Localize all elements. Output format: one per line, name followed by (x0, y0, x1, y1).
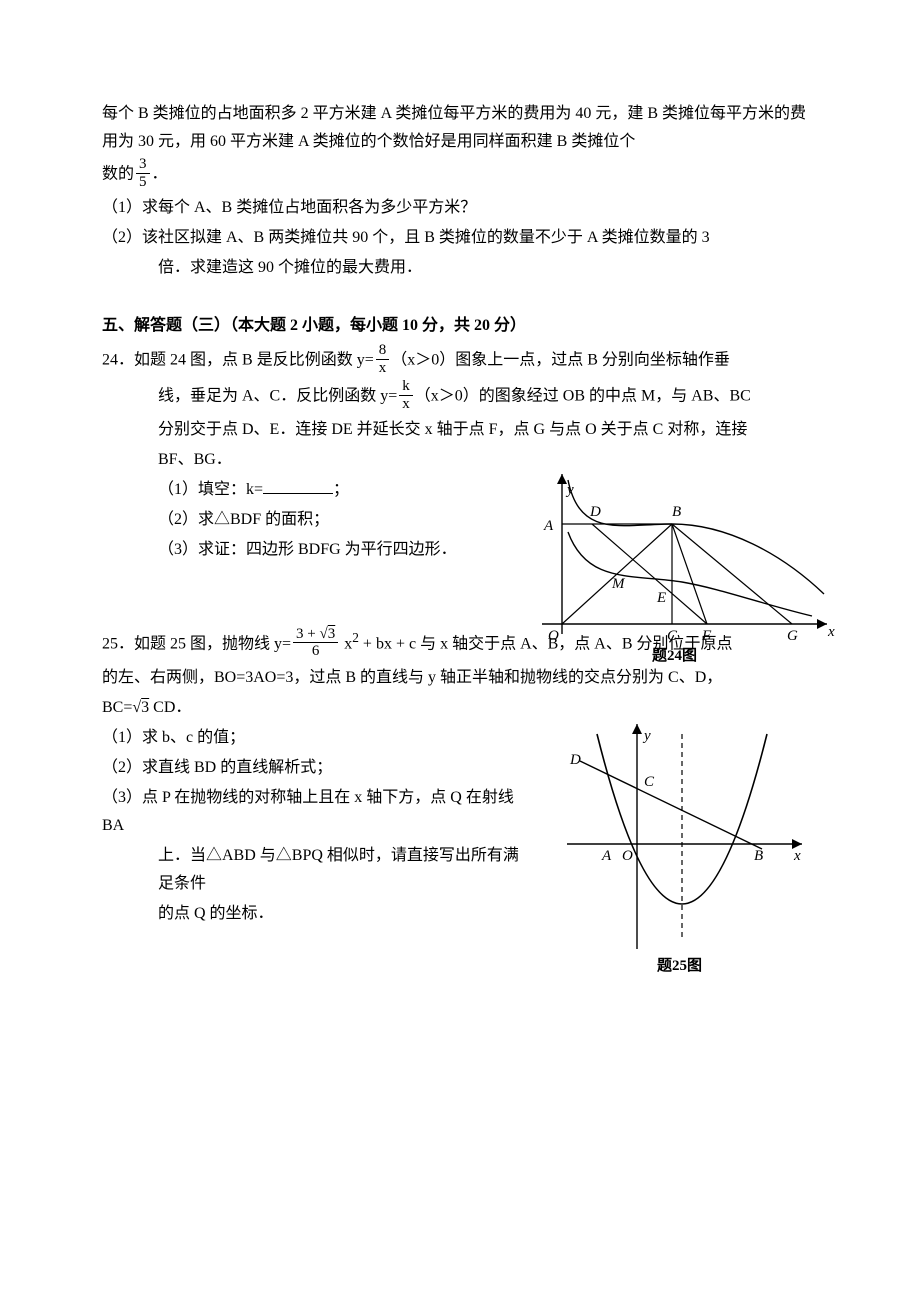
q25-l1a: 如题 25 图，抛物线 y= (134, 635, 291, 652)
q25-sub1: （1）求 b、c 的值； (102, 724, 522, 752)
q25-B: B (754, 848, 763, 864)
q25-C: C (644, 774, 655, 790)
q23-frac: 35 (136, 156, 150, 190)
q24-sub1a: （1）填空：k= (158, 481, 263, 498)
q24-frac1: 8x (376, 342, 390, 376)
q24-frac2-num: k (399, 378, 413, 396)
q23-line2: 数的35． (102, 158, 822, 192)
q24-y-label: y (565, 482, 574, 498)
q24-frac1-den: x (376, 360, 390, 377)
q24-blank (263, 480, 333, 494)
q25-coef-num: 3 + √3 (293, 626, 338, 644)
q25-sup2: 2 (352, 630, 359, 645)
exam-page: 每个 B 类摊位的占地面积多 2 平方米建 A 类摊位每平方米的费用为 40 元… (0, 0, 920, 1302)
q25-coef-den: 6 (293, 643, 338, 660)
q24-line3: 分别交于点 D、E．连接 DE 并延长交 x 轴于点 F，点 G 与点 O 关于… (102, 416, 822, 444)
q25-figure: y x A O B C D 题25图 (562, 714, 812, 979)
q25-line1: 25．如题 25 图，抛物线 y=3 + √36 x2 + bx + c 与 x… (102, 624, 822, 662)
q23-frac-num: 3 (136, 156, 150, 174)
q25-sub3c: 的点 Q 的坐标． (102, 900, 522, 928)
q25-num: 25． (102, 635, 134, 652)
q24-M: M (611, 576, 626, 592)
q23-sub2a: （2）该社区拟建 A、B 两类摊位共 90 个，且 B 类摊位的数量不少于 A … (102, 224, 822, 252)
q25-sub3b: 上．当△ABD 与△BPQ 相似时，请直接写出所有满足条件 (102, 842, 522, 898)
q25-x-label: x (793, 848, 801, 864)
q25-sub2: （2）求直线 BD 的直线解析式； (102, 754, 522, 782)
q24-num: 24． (102, 352, 134, 369)
q24-E: E (656, 590, 666, 606)
q24-frac1-num: 8 (376, 342, 390, 360)
section5-title: 五、解答题（三）（本大题 2 小题，每小题 10 分，共 20 分） (102, 312, 822, 340)
q24-A: A (543, 518, 554, 534)
q25-sub3a: （3）点 P 在抛物线的对称轴上且在 x 轴下方，点 Q 在射线 BA (102, 784, 522, 840)
q25-line2: 的左、右两侧，BO=3AO=3，过点 B 的直线与 y 轴正半轴和抛物线的交点分… (102, 664, 822, 692)
q25-A: A (601, 848, 612, 864)
q25-O: O (622, 848, 633, 864)
q24-x-label: x (827, 624, 835, 640)
q25-l3b: CD． (149, 699, 191, 716)
q24-B: B (672, 504, 681, 520)
q25-caption: 题25图 (657, 957, 702, 974)
q23-sub2b: 倍．求建造这 90 个摊位的最大费用． (102, 254, 822, 282)
q24-line1: 24．如题 24 图，点 B 是反比例函数 y=8x（x＞0）图象上一点，过点 … (102, 344, 822, 378)
q24-frac2-den: x (399, 396, 413, 413)
q25-y-label: y (642, 728, 651, 744)
q25-l1c: + bx + c 与 x 轴交于点 A、B，点 A、B 分别位于原点 (359, 635, 733, 652)
q24-l1a: 如题 24 图，点 B 是反比例函数 y= (134, 352, 374, 369)
q24-frac2: kx (399, 378, 413, 412)
q25-figure-svg: y x A O B C D 题25图 (562, 714, 812, 974)
q25-coef: 3 + √36 (293, 626, 338, 660)
q25-l3a: BC= (102, 699, 132, 716)
q23-sub1: （1）求每个 A、B 类摊位占地面积各为多少平方米？ (102, 194, 822, 222)
q23-period: ． (152, 166, 168, 183)
q24-l2a: 线，垂足为 A、C．反比例函数 y= (158, 388, 397, 405)
q25-subs: （1）求 b、c 的值； （2）求直线 BD 的直线解析式； （3）点 P 在抛… (102, 724, 522, 928)
q23-frac-den: 5 (136, 174, 150, 191)
q25-D: D (569, 752, 581, 768)
q24-line2: 线，垂足为 A、C．反比例函数 y=kx（x＞0）的图象经过 OB 的中点 M，… (102, 380, 822, 414)
q24-l2b: （x＞0）的图象经过 OB 的中点 M，与 AB、BC (415, 388, 751, 405)
q23-line2-text: 数的 (102, 166, 134, 183)
q23-line1: 每个 B 类摊位的占地面积多 2 平方米建 A 类摊位每平方米的费用为 40 元… (102, 100, 822, 156)
q24-l1b: （x＞0）图象上一点，过点 B 分别向坐标轴作垂 (391, 352, 730, 369)
q24: 24．如题 24 图，点 B 是反比例函数 y=8x（x＞0）图象上一点，过点 … (102, 344, 822, 564)
q24-D: D (589, 504, 601, 520)
q25-l1b: x (340, 635, 352, 652)
q25: 25．如题 25 图，抛物线 y=3 + √36 x2 + bx + c 与 x… (102, 624, 822, 928)
q24-sub1b: ； (333, 481, 349, 498)
q23-continued: 每个 B 类摊位的占地面积多 2 平方米建 A 类摊位每平方米的费用为 40 元… (102, 100, 822, 282)
q25-sqrt3: √3 (132, 699, 149, 716)
